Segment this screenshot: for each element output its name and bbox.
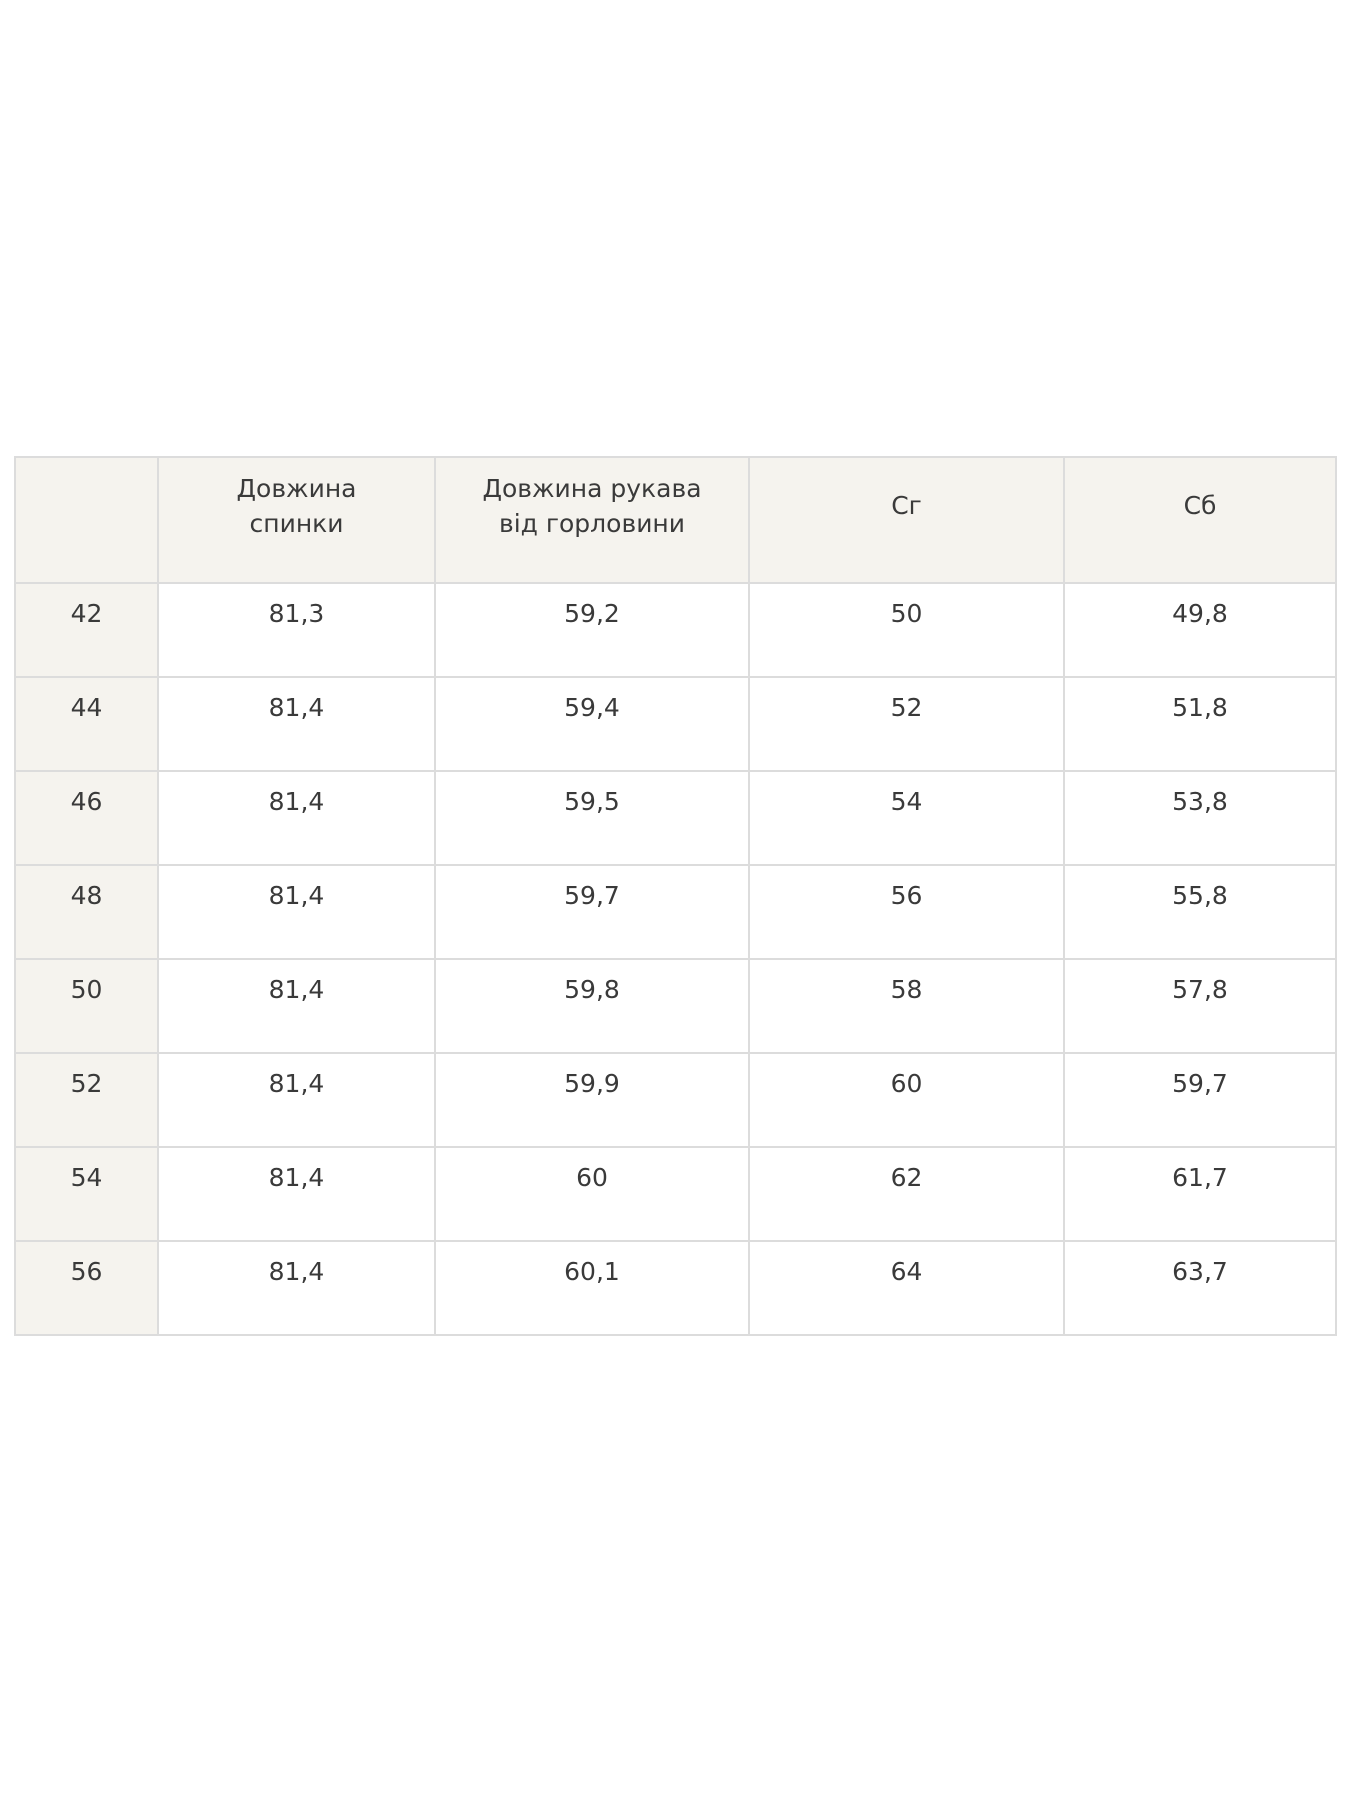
- table-cell: 81,4: [157, 770, 436, 866]
- table-cell: 81,4: [157, 864, 436, 960]
- table-cell: 52: [748, 676, 1065, 772]
- header-chest: Сг: [748, 456, 1065, 584]
- table-cell: 81,4: [157, 958, 436, 1054]
- size-cell: 48: [14, 864, 159, 960]
- size-cell: 42: [14, 582, 159, 678]
- table-cell: 55,8: [1063, 864, 1337, 960]
- table-cell: 56: [748, 864, 1065, 960]
- table-cell: 49,8: [1063, 582, 1337, 678]
- table-cell: 59,9: [434, 1052, 750, 1148]
- size-cell: 56: [14, 1240, 159, 1336]
- size-cell: 54: [14, 1146, 159, 1242]
- table-cell: 54: [748, 770, 1065, 866]
- table-row: 42 81,3 59,2 50 49,8: [14, 582, 1337, 678]
- table-row: 52 81,4 59,9 60 59,7: [14, 1052, 1337, 1148]
- table-cell: 58: [748, 958, 1065, 1054]
- table-cell: 64: [748, 1240, 1065, 1336]
- header-line: спинки: [249, 509, 344, 538]
- table-cell: 59,7: [434, 864, 750, 960]
- table-row: 46 81,4 59,5 54 53,8: [14, 770, 1337, 866]
- header-line: Довжина: [236, 474, 357, 503]
- header-line: Довжина рукава: [482, 474, 702, 503]
- table-cell: 62: [748, 1146, 1065, 1242]
- header-hips: Сб: [1063, 456, 1337, 584]
- table-cell: 60: [434, 1146, 750, 1242]
- table-cell: 51,8: [1063, 676, 1337, 772]
- table-cell: 81,4: [157, 1146, 436, 1242]
- header-row: Довжина спинки Довжина рукава від горловин…: [14, 456, 1337, 584]
- table-row: 48 81,4 59,7 56 55,8: [14, 864, 1337, 960]
- table-row: 50 81,4 59,8 58 57,8: [14, 958, 1337, 1054]
- size-cell: 50: [14, 958, 159, 1054]
- table-cell: 81,4: [157, 1052, 436, 1148]
- table-cell: 59,2: [434, 582, 750, 678]
- size-cell: 52: [14, 1052, 159, 1148]
- table-cell: 60: [748, 1052, 1065, 1148]
- header-size: [14, 456, 159, 584]
- table-cell: 81,3: [157, 582, 436, 678]
- header-line: від горловини: [498, 509, 686, 538]
- header-sleeve-length: Довжина рукава від горловини: [434, 456, 750, 584]
- table-cell: 57,8: [1063, 958, 1337, 1054]
- table-cell: 81,4: [157, 676, 436, 772]
- table-row: 44 81,4 59,4 52 51,8: [14, 676, 1337, 772]
- size-table: Довжина спинки Довжина рукава від горловин…: [14, 456, 1337, 1336]
- table-row: 54 81,4 60 62 61,7: [14, 1146, 1337, 1242]
- size-cell: 44: [14, 676, 159, 772]
- header-back-length: Довжина спинки: [157, 456, 436, 584]
- table-cell: 60,1: [434, 1240, 750, 1336]
- size-cell: 46: [14, 770, 159, 866]
- table-row: 56 81,4 60,1 64 63,7: [14, 1240, 1337, 1336]
- table-cell: 59,4: [434, 676, 750, 772]
- table-cell: 61,7: [1063, 1146, 1337, 1242]
- table-cell: 59,7: [1063, 1052, 1337, 1148]
- table-cell: 53,8: [1063, 770, 1337, 866]
- table-cell: 59,5: [434, 770, 750, 866]
- table-cell: 50: [748, 582, 1065, 678]
- table-cell: 59,8: [434, 958, 750, 1054]
- table-cell: 63,7: [1063, 1240, 1337, 1336]
- table-cell: 81,4: [157, 1240, 436, 1336]
